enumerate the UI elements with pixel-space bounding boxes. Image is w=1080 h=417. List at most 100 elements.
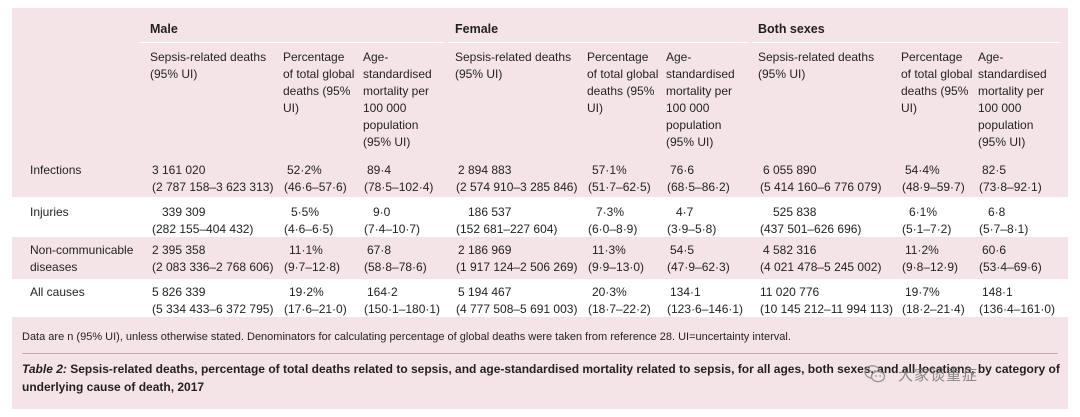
cell-value: 6 055 890 (763, 163, 817, 177)
cell-value: 525 838 (773, 205, 817, 219)
row-label: Injuries (30, 205, 69, 219)
cell-interval: (48·9–59·7) (902, 180, 965, 194)
cell-value: 76·6 (670, 163, 695, 177)
cell-value: 52·2% (287, 163, 322, 177)
cell-value: 9·0 (373, 205, 391, 219)
cell-interval: (6·0–8·9) (588, 222, 638, 236)
cell-interval: (2 787 158–3 623 313) (152, 180, 274, 194)
cell-interval: (9·7–12·8) (284, 260, 341, 274)
cell-value: 67·8 (367, 243, 392, 257)
subheader-mortality: Age-standardised mortality per 100 000 p… (363, 50, 432, 149)
cell-value: 89·4 (367, 163, 392, 177)
cell-value: 54·5 (670, 243, 695, 257)
subheader-deaths: Sepsis-related deaths (95% UI) (150, 50, 267, 81)
cell-value: 19·7% (905, 285, 940, 299)
cell-value: 2 894 883 (458, 163, 512, 177)
cell-interval: (5·1–7·2) (902, 222, 952, 236)
cell-interval: (68·5–86·2) (667, 180, 730, 194)
cell-interval: (78·5–102·4) (364, 180, 434, 194)
table-row: All causes 5 826 339 (5 334 433–6 372 79… (12, 279, 1068, 317)
watermark-text: 大家谈重症 (898, 367, 979, 384)
caption-body: Sepsis-related deaths, percentage of tot… (22, 362, 1060, 394)
cell-value: 11·1% (289, 243, 323, 257)
caption-divider (22, 353, 1058, 354)
cell-value: 20·3% (592, 285, 627, 299)
row-label: Infections (30, 163, 82, 177)
cell-value: 82·5 (982, 163, 1007, 177)
cell-interval: (17·6–21·0) (284, 302, 347, 316)
cell-interval: (4 777 508–5 691 003) (456, 302, 578, 316)
cell-value: 11·2% (905, 243, 939, 257)
cell-value: 4 582 316 (763, 243, 817, 257)
table-row: Injuries 339 309 (282 155–404 432) 5·5% … (12, 197, 1068, 237)
cell-value: 60·6 (982, 243, 1007, 257)
group-header-female: Female (455, 22, 499, 36)
cell-interval: (18·2–21·4) (902, 302, 965, 316)
watermark: 大家谈重症 (864, 363, 1064, 385)
cell-value: 4·7 (676, 205, 694, 219)
cell-interval: (47·9–62·3) (667, 260, 730, 274)
cell-value: 5 194 467 (458, 285, 512, 299)
cell-interval: (4 021 478–5 245 002) (760, 260, 882, 274)
cell-value: 19·2% (289, 285, 324, 299)
cell-value: 5·5% (291, 205, 320, 219)
cell-value: 11 020 776 (760, 285, 820, 299)
subheader-percentage: Percentage of total global deaths (95% U… (901, 50, 973, 115)
cell-interval: (152 681–227 604) (456, 222, 558, 236)
cell-interval: (73·8–92·1) (979, 180, 1042, 194)
cell-value: 148·1 (982, 285, 1013, 299)
cell-interval: (2 083 336–2 768 606) (152, 260, 274, 274)
table-panel: Male Female Both sexes Sepsis-related de… (12, 8, 1068, 409)
subheader-deaths: Sepsis-related deaths (95% UI) (455, 50, 572, 81)
cell-value: 164·2 (367, 285, 398, 299)
cell-value: 2 186 969 (458, 243, 512, 257)
caption-title: Table 2: (22, 362, 67, 376)
cell-value: 134·1 (670, 285, 701, 299)
cell-interval: (437 501–626 696) (760, 222, 862, 236)
cell-value: 6·8 (988, 205, 1006, 219)
table-header: Male Female Both sexes Sepsis-related de… (12, 8, 1068, 152)
cell-value: 2 395 358 (152, 243, 206, 257)
cell-value: 7·3% (596, 205, 625, 219)
subheader-mortality: Age-standardised mortality per 100 000 p… (978, 50, 1047, 149)
cell-interval: (46·6–57·6) (284, 180, 347, 194)
table-caption: Table 2: Sepsis-related deaths, percenta… (22, 360, 1062, 396)
cell-interval: (4·6–6·5) (284, 222, 334, 236)
cell-interval: (51·7–62·5) (588, 180, 651, 194)
cell-interval: (10 145 212–11 994 113) (760, 302, 894, 316)
cell-interval: (2 574 910–3 285 846) (456, 180, 578, 194)
table-row: Infections 3 161 020 (2 787 158–3 623 31… (12, 155, 1068, 197)
cell-interval: (58·8–78·6) (364, 260, 427, 274)
row-label: Non-communicable diseases (30, 243, 134, 274)
cell-interval: (150·1–180·1) (364, 302, 441, 316)
wechat-icon (864, 365, 886, 383)
cell-value: 54·4% (905, 163, 940, 177)
cell-interval: (136·4–161·0) (979, 302, 1056, 316)
cell-value: 5 826 339 (152, 285, 206, 299)
cell-value: 339 309 (162, 205, 206, 219)
cell-interval: (5 334 433–6 372 795) (152, 302, 274, 316)
cell-interval: (9·9–13·0) (588, 260, 645, 274)
cell-interval: (123·6–146·1) (667, 302, 744, 316)
cell-interval: (53·4–69·6) (979, 260, 1042, 274)
subheader-deaths: Sepsis-related deaths (95% UI) (758, 50, 875, 81)
cell-value: 3 161 020 (152, 163, 206, 177)
header-rule (140, 42, 1060, 43)
subheader-percentage: Percentage of total global deaths (95% U… (587, 50, 659, 115)
cell-interval: (7·4–10·7) (364, 222, 421, 236)
cell-value: 186 537 (468, 205, 512, 219)
group-header-both: Both sexes (758, 22, 825, 36)
cell-value: 57·1% (592, 163, 627, 177)
cell-interval: (3·9–5·8) (667, 222, 717, 236)
cell-value: 6·1% (909, 205, 938, 219)
row-label: All causes (30, 285, 85, 299)
cell-interval: (1 917 124–2 506 269) (456, 260, 578, 274)
subheader-mortality: Age-standardised mortality per 100 000 p… (666, 50, 735, 149)
cell-interval: (18·7–22·2) (588, 302, 651, 316)
cell-interval: (5·7–8·1) (979, 222, 1029, 236)
cell-interval: (9·8–12·9) (902, 260, 959, 274)
group-header-male: Male (150, 22, 178, 36)
cell-interval: (282 155–404 432) (152, 222, 254, 236)
subheader-percentage: Percentage of total global deaths (95% U… (283, 50, 355, 115)
table-row: Non-communicable diseases 2 395 358 (2 0… (12, 237, 1068, 279)
